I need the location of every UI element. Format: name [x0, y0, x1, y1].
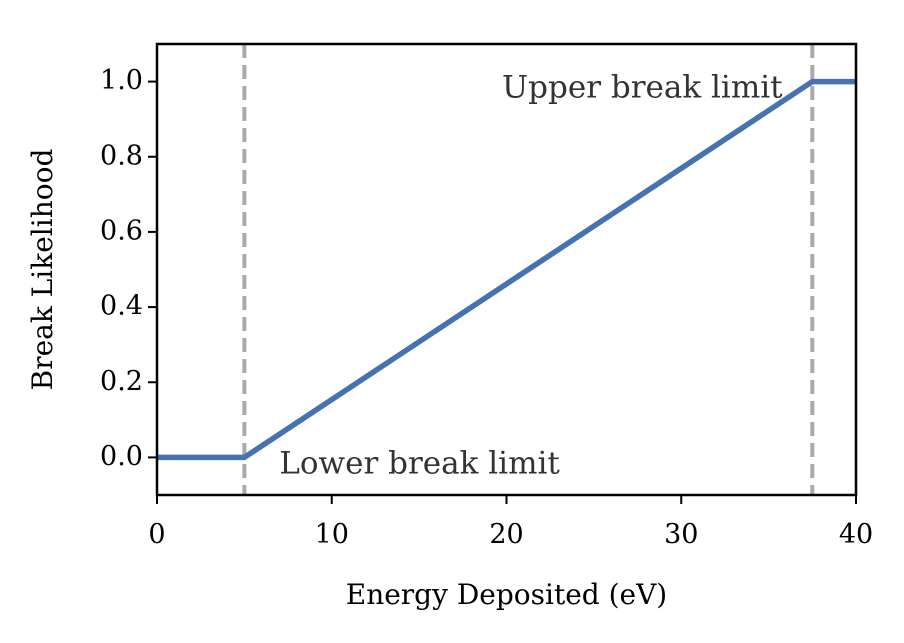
- annotation-0: Lower break limit: [279, 445, 560, 481]
- series-line-0: [157, 78, 856, 461]
- x-tick-label: 30: [664, 519, 698, 550]
- y-axis-ticks: 0.0 0.2 0.4 0.6 0.8 1.0: [100, 65, 157, 472]
- x-axis-label: Energy Deposited (eV): [346, 578, 667, 611]
- plot-area: Lower break limit Upper break limit: [155, 42, 858, 497]
- y-tick-label: 0.8: [100, 140, 143, 171]
- y-tick-label: 0.4: [100, 291, 143, 322]
- y-tick-label: 0.6: [100, 215, 143, 246]
- y-axis-label: Break Likelihood: [26, 149, 59, 391]
- x-tick-label: 0: [148, 519, 165, 550]
- plot-frame: [155, 42, 858, 497]
- annotation-1: Upper break limit: [502, 70, 783, 106]
- y-tick-label: 0.2: [100, 366, 143, 397]
- x-tick-label: 40: [839, 519, 873, 550]
- x-tick-label: 10: [315, 519, 349, 550]
- x-axis-ticks: 0 10 20 30 40: [148, 495, 873, 550]
- y-tick-label: 1.0: [100, 65, 143, 96]
- x-tick-label: 20: [489, 519, 523, 550]
- y-tick-label: 0.0: [100, 441, 143, 472]
